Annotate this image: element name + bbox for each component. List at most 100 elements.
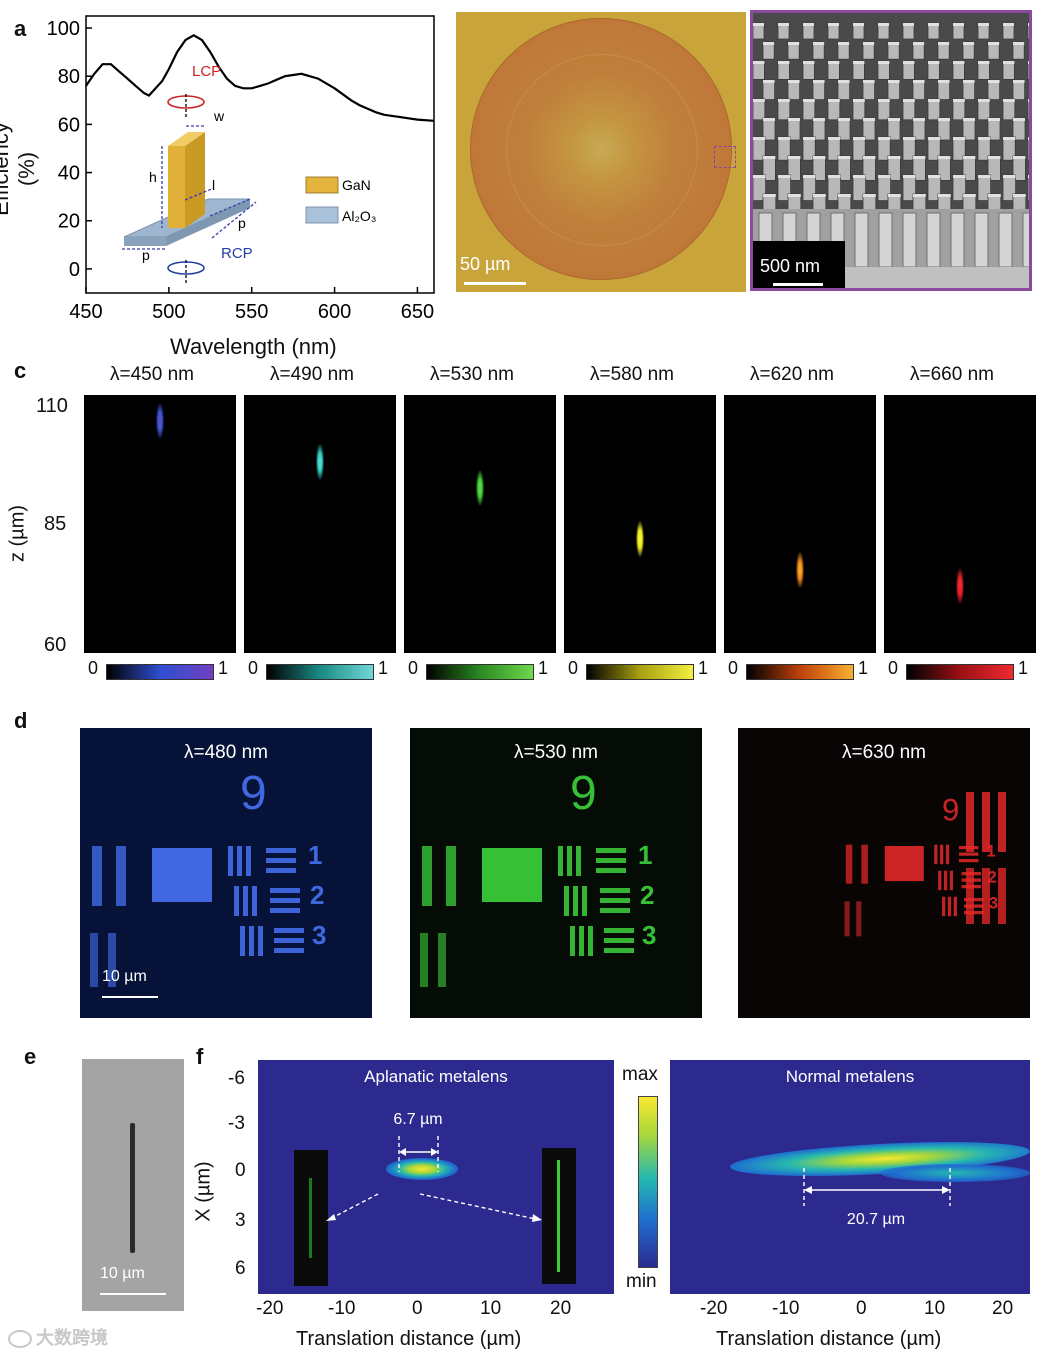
efficiency-curve — [85, 34, 435, 122]
sem-pillar-top — [1028, 175, 1029, 178]
sem-pillar-top — [1028, 99, 1029, 102]
sem-pillar-top — [778, 175, 791, 178]
sem-pillar-top — [1013, 80, 1025, 83]
colorbar-4 — [746, 664, 854, 680]
sem-pillar-top — [963, 194, 976, 197]
sem-pillar-top — [838, 42, 850, 45]
sem-pillar-top — [778, 137, 791, 140]
sem-pillar-top — [928, 61, 940, 64]
sem-pillar-side — [998, 212, 1013, 268]
f-right-xtick-2: 0 — [856, 1298, 867, 1319]
small-bar-v — [940, 844, 944, 865]
sem-pillar-top — [903, 175, 916, 178]
large-bar — [422, 846, 432, 906]
x-axis-label: Wavelength (nm) — [170, 334, 337, 359]
focal-spot-3 — [636, 521, 644, 558]
lower-bar — [844, 901, 850, 937]
cbar-min-2: 0 — [408, 658, 419, 678]
focal-spot-2 — [476, 469, 484, 506]
small-bar-v — [564, 886, 569, 916]
group-digit: 2 — [987, 866, 997, 887]
y-tick-label: 20 — [58, 211, 80, 233]
legend-gan-swatch — [305, 176, 339, 194]
group-digit: 1 — [308, 840, 323, 870]
x-tick-label: 650 — [401, 301, 434, 323]
sem-pillar-top — [1013, 194, 1026, 197]
sem-pillar-top — [963, 118, 975, 121]
small-bar-h — [274, 928, 304, 933]
sem-pillar-top — [803, 23, 814, 26]
sem-pillar-top — [788, 80, 800, 83]
wavelength-label-5: λ=660 nm — [910, 364, 994, 385]
f-right-xtick-1: -10 — [772, 1298, 800, 1319]
sem-pillar-top — [953, 137, 966, 140]
f-left-xtick-4: 20 — [550, 1298, 572, 1319]
sem-pillar-top — [1003, 137, 1016, 140]
y-axis-label: Efficiency (%) — [0, 122, 39, 216]
legend-al2o3-swatch — [305, 206, 339, 224]
small-bar-h — [604, 938, 634, 943]
large-bar — [861, 844, 868, 884]
small-bar-h — [270, 898, 300, 903]
sem-pillar-top — [988, 194, 1001, 197]
legend-gan-label: GaN — [342, 177, 371, 193]
lower-bar — [420, 933, 428, 987]
sem-pillar-top — [928, 175, 941, 178]
small-bar-h — [600, 898, 630, 903]
sem-pillar-top — [753, 23, 764, 26]
sem-pillar-top — [903, 137, 916, 140]
small-bar-h — [270, 908, 300, 913]
cbar-max-4: 1 — [858, 658, 869, 678]
sem-pillar-top — [963, 80, 975, 83]
sem-pillar-top — [913, 80, 925, 83]
sem-pillar-top — [853, 137, 866, 140]
sem-pillar-top — [778, 99, 790, 102]
p-label-side: p — [238, 215, 246, 231]
small-bar-h — [958, 859, 979, 863]
y-tick-label: 80 — [58, 66, 80, 88]
sem-pillar-top — [778, 23, 789, 26]
colorbar-5 — [906, 664, 1014, 680]
lcp-label: LCP — [192, 63, 221, 80]
panel-label-a: a — [14, 16, 27, 41]
sem-pillar-top — [878, 137, 891, 140]
small-bar-h — [604, 948, 634, 953]
colorbar-1 — [266, 664, 374, 680]
target-square — [482, 848, 542, 902]
f-left-xtick-1: -10 — [328, 1298, 356, 1319]
sem-pillar-top — [928, 137, 941, 140]
focal-map-5 — [884, 395, 1036, 653]
large-bar — [116, 846, 126, 906]
sem-pillar-top — [813, 118, 825, 121]
x-axis-ticks: 450 500 550 600 650 — [69, 287, 434, 323]
cbar-max-0: 1 — [218, 658, 229, 678]
f-right-xtick-0: -20 — [700, 1298, 728, 1319]
sem-pillar-top — [928, 23, 939, 26]
line-focus-inset-0 — [294, 1150, 328, 1286]
sem-pillar-top — [838, 156, 851, 159]
panel-label-f: f — [196, 1044, 204, 1069]
small-bar-v — [258, 926, 263, 956]
sem-pillar-top — [878, 61, 890, 64]
sem-pillar-top — [828, 99, 840, 102]
x-tick-3: 3 — [235, 1210, 246, 1231]
sem-scale-label: 500 nm — [760, 256, 821, 276]
small-bar-h — [270, 888, 300, 893]
digit-9: 9 — [942, 793, 960, 828]
sem-pillar-side — [854, 212, 869, 268]
small-bar-v — [234, 886, 239, 916]
chart-frame — [85, 15, 435, 294]
cbar-max-5: 1 — [1018, 658, 1029, 678]
focal-map-3 — [564, 395, 716, 653]
sem-pillar-top — [1003, 23, 1014, 26]
sem-pillar — [927, 98, 941, 121]
sem-pillar-top — [913, 118, 925, 121]
large-bar — [446, 846, 456, 906]
small-bar-v — [576, 846, 581, 876]
sem-pillar-top — [803, 137, 816, 140]
small-bar-v — [949, 870, 954, 891]
sem-region-marker — [714, 146, 736, 168]
sem-pillar-top — [753, 99, 765, 102]
target-group-0: 9 1 2 3 — [80, 728, 372, 1018]
sem-pillar-top — [988, 80, 1000, 83]
